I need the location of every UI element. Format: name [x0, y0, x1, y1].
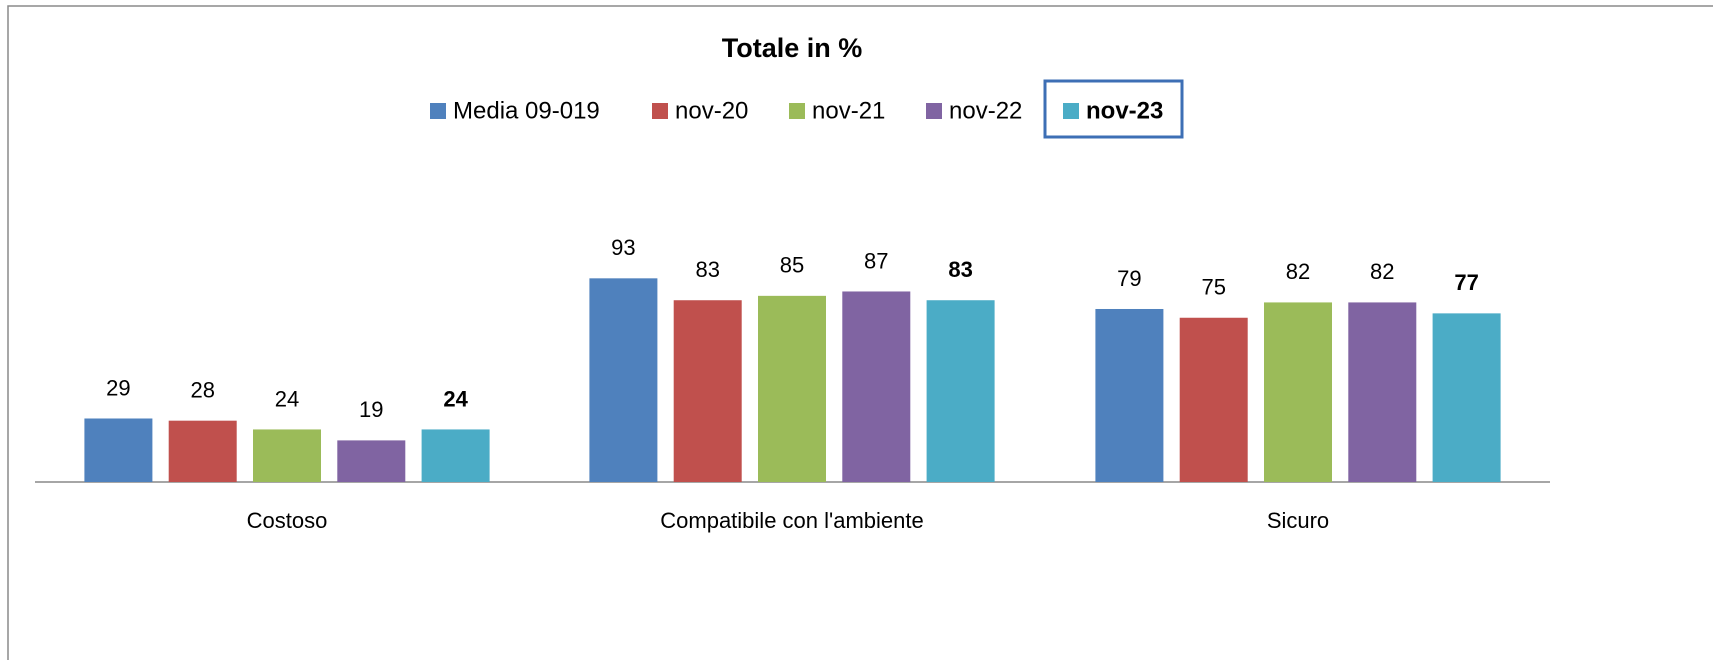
- data-label: 79: [1117, 266, 1141, 291]
- data-label: 29: [106, 375, 130, 400]
- bar: [1348, 302, 1417, 482]
- legend-highlight: [1043, 79, 1184, 139]
- legend-swatch: [1063, 103, 1079, 119]
- data-label: 24: [443, 386, 468, 411]
- x-tick-label: Compatibile con l'ambiente: [660, 508, 923, 533]
- legend-swatch: [652, 103, 668, 119]
- data-label: 83: [695, 257, 719, 282]
- data-label: 19: [359, 397, 383, 422]
- data-label: 87: [864, 248, 888, 273]
- x-tick-label: Sicuro: [1267, 508, 1329, 533]
- data-label: 75: [1201, 275, 1225, 300]
- chart-title: Totale in %: [722, 33, 863, 63]
- legend-label: nov-23: [1086, 97, 1163, 124]
- bar: [253, 429, 321, 482]
- legend-swatch: [926, 103, 942, 119]
- data-label: 83: [948, 257, 972, 282]
- bar: [842, 291, 911, 482]
- data-label: 28: [190, 377, 214, 402]
- bar: [337, 440, 406, 482]
- bar: [1179, 317, 1248, 482]
- legend-swatch: [789, 103, 805, 119]
- bar: [589, 278, 658, 482]
- bar: [758, 295, 826, 482]
- bar: [926, 300, 995, 482]
- legend-label: nov-20: [675, 97, 748, 124]
- x-tick-label: Costoso: [247, 508, 328, 533]
- legend-label: Media 09-019: [453, 97, 600, 124]
- bar: [673, 300, 742, 482]
- data-label: 82: [1370, 259, 1394, 284]
- bar: [1432, 313, 1501, 482]
- data-label: 82: [1286, 259, 1310, 284]
- data-label: 93: [611, 235, 635, 260]
- bar: [84, 418, 153, 482]
- data-label: 24: [275, 386, 299, 411]
- bar: [1264, 302, 1332, 482]
- legend-label: nov-22: [949, 97, 1022, 124]
- data-label: 85: [780, 253, 804, 278]
- data-label: 77: [1454, 270, 1478, 295]
- legend-label: nov-21: [812, 97, 885, 124]
- bar: [1095, 308, 1164, 482]
- bar: [168, 420, 237, 482]
- legend-swatch: [430, 103, 446, 119]
- bar: [421, 429, 490, 482]
